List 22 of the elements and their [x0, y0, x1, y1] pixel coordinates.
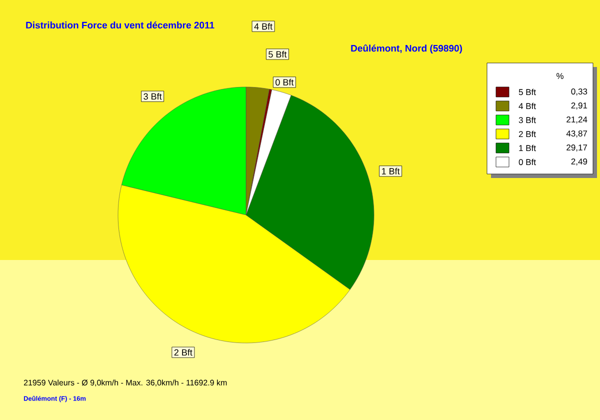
data-label: 43,87: [566, 130, 588, 138]
data-label: 21,24: [566, 116, 588, 124]
legend-label: 2 Bft: [518, 130, 536, 138]
legend-label: 3 Bft: [518, 116, 536, 124]
legend-label: 4 Bft: [518, 102, 536, 110]
slice-label: 0 Bft: [276, 78, 294, 86]
category-label: 4 Bft: [254, 23, 272, 30]
chart-subtitle: Deûlémont, Nord (59890): [351, 44, 462, 54]
data-label: 0,33: [571, 88, 588, 96]
slice-label: 1 Bft: [382, 168, 400, 174]
legend-title: %: [556, 73, 564, 79]
legend-label: 5 Bft: [518, 88, 536, 96]
chart-title: Distribution Force du vent décembre 2011: [26, 21, 214, 29]
text: 21959 Valeurs - Ø 9,0km/h - Max. 36,0km/h - 11692.9 km: [24, 380, 227, 386]
legend-label: 1 Bft: [519, 144, 536, 152]
data-label: 2,49: [571, 158, 588, 166]
slice-label: 2 Bft: [174, 349, 192, 356]
data-label: 2,91: [571, 102, 588, 110]
legend-label: 0 Bft: [518, 158, 536, 166]
slice-label: 5 Bft: [268, 50, 287, 58]
data-label: 29,17: [566, 144, 588, 152]
slice-label: 3 Bft: [144, 93, 162, 100]
